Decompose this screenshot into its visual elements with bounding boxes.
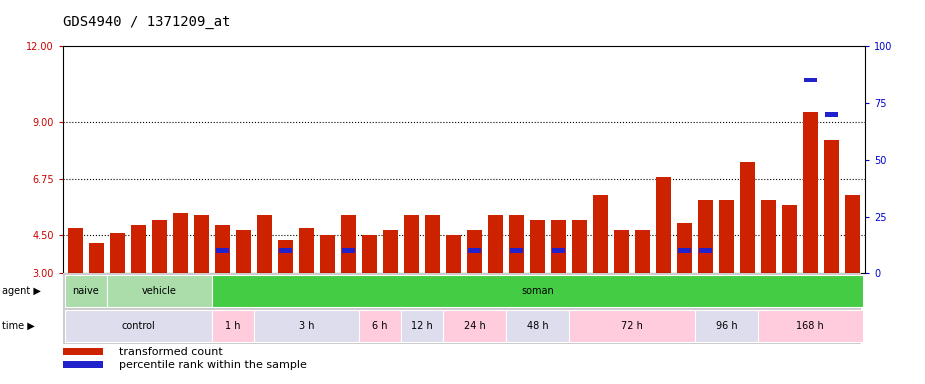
Bar <box>593 195 608 273</box>
Bar <box>467 230 482 273</box>
Bar <box>341 215 356 273</box>
Text: 168 h: 168 h <box>796 321 824 331</box>
Bar <box>342 248 354 253</box>
Bar <box>216 248 228 253</box>
Text: 12 h: 12 h <box>411 321 433 331</box>
Text: agent ▶: agent ▶ <box>2 286 41 296</box>
Bar <box>506 310 569 342</box>
Bar <box>510 248 523 253</box>
Bar <box>278 240 293 273</box>
Bar <box>68 228 83 273</box>
Bar <box>804 78 817 83</box>
Text: naive: naive <box>73 286 99 296</box>
Bar <box>782 205 796 273</box>
Bar <box>212 310 254 342</box>
Text: control: control <box>121 321 155 331</box>
Bar <box>383 230 398 273</box>
Bar <box>254 310 359 342</box>
Bar <box>678 248 691 253</box>
Bar <box>699 248 711 253</box>
Text: soman: soman <box>521 286 554 296</box>
Bar <box>740 162 755 273</box>
Text: 96 h: 96 h <box>716 321 737 331</box>
Bar <box>131 225 146 273</box>
Bar <box>110 233 125 273</box>
Bar <box>677 223 692 273</box>
Text: 72 h: 72 h <box>621 321 643 331</box>
Bar <box>825 112 837 116</box>
Bar <box>614 230 629 273</box>
Bar <box>488 215 502 273</box>
Bar <box>299 228 314 273</box>
Bar <box>173 213 188 273</box>
Bar <box>401 310 443 342</box>
Bar <box>63 361 103 368</box>
Bar <box>803 112 818 273</box>
Bar <box>446 235 461 273</box>
Bar <box>758 310 863 342</box>
Bar <box>194 215 209 273</box>
Bar <box>656 177 671 273</box>
Text: 1 h: 1 h <box>225 321 241 331</box>
Text: transformed count: transformed count <box>119 346 223 356</box>
Text: 6 h: 6 h <box>372 321 388 331</box>
Bar <box>63 348 103 355</box>
Bar <box>65 275 107 307</box>
Bar <box>212 275 863 307</box>
Bar <box>359 310 401 342</box>
Text: time ▶: time ▶ <box>2 321 34 331</box>
Bar <box>509 215 524 273</box>
Bar <box>426 215 439 273</box>
Bar <box>404 215 419 273</box>
Bar <box>635 230 649 273</box>
Bar <box>216 225 229 273</box>
Bar <box>695 310 758 342</box>
Bar <box>257 215 272 273</box>
Bar <box>551 220 566 273</box>
Bar <box>761 200 776 273</box>
Bar <box>443 310 506 342</box>
Bar <box>279 248 291 253</box>
Bar <box>107 275 212 307</box>
Text: 3 h: 3 h <box>299 321 315 331</box>
Bar <box>530 220 545 273</box>
Bar <box>89 243 104 273</box>
Text: vehicle: vehicle <box>142 286 177 296</box>
Bar <box>320 235 335 273</box>
Text: GDS4940 / 1371209_at: GDS4940 / 1371209_at <box>63 15 230 29</box>
Text: percentile rank within the sample: percentile rank within the sample <box>119 359 307 369</box>
Bar <box>65 310 212 342</box>
Bar <box>468 248 481 253</box>
Bar <box>719 200 734 273</box>
Bar <box>362 235 376 273</box>
Bar <box>572 220 586 273</box>
Text: 48 h: 48 h <box>526 321 549 331</box>
Bar <box>569 310 695 342</box>
Bar <box>236 230 251 273</box>
Bar <box>152 220 166 273</box>
Bar <box>845 195 859 273</box>
Text: 24 h: 24 h <box>463 321 486 331</box>
Bar <box>698 200 712 273</box>
Bar <box>824 139 839 273</box>
Bar <box>552 248 564 253</box>
